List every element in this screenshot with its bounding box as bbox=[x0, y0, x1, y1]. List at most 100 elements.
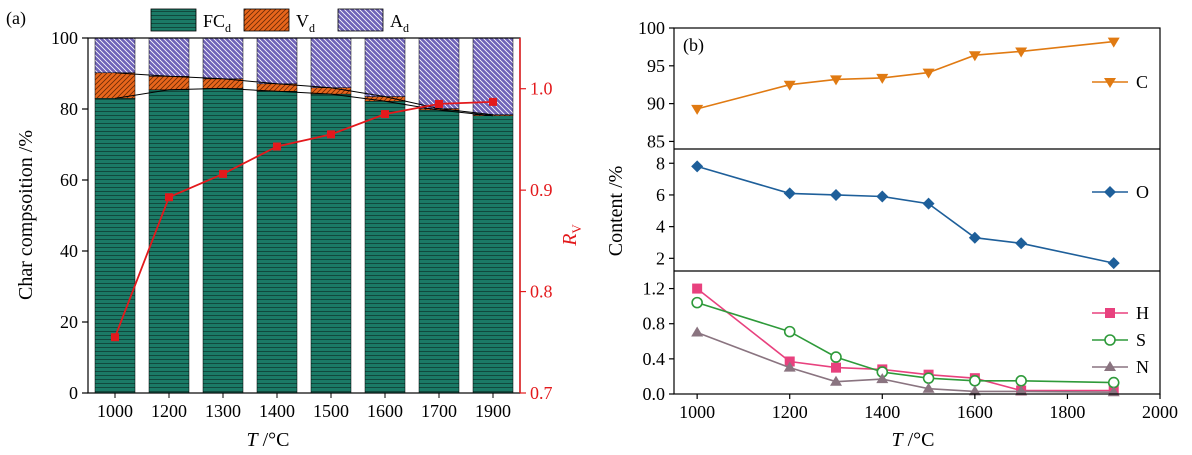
x-tick-label-b: 1800 bbox=[1049, 402, 1085, 422]
legend-swatch-vol bbox=[243, 8, 290, 32]
x-tick-label-b: 1200 bbox=[772, 402, 808, 422]
x-axis-label-b: T /°C bbox=[891, 429, 934, 451]
point-S bbox=[830, 351, 842, 363]
y-tick-label-b: 100 bbox=[638, 18, 665, 38]
series-line-N bbox=[696, 331, 1114, 393]
y-tick-label-a: 40 bbox=[60, 241, 78, 261]
bar-segment-vol bbox=[148, 76, 190, 91]
y-tick-label-b: 0.4 bbox=[643, 349, 666, 369]
y-axes-b: 85 90 95 100 2 4 6 8 0.0 0.4 0.8 1.2 bbox=[638, 18, 674, 404]
x-tick-label-b: 1600 bbox=[957, 402, 993, 422]
x-tick-label-a: 1000 bbox=[97, 401, 133, 421]
y-tick-label-b: 85 bbox=[647, 131, 665, 151]
point-S bbox=[969, 375, 981, 387]
rv-point bbox=[327, 130, 335, 139]
point-O bbox=[1107, 257, 1120, 270]
bar-segment-fc bbox=[94, 98, 136, 394]
bar-segment-vol bbox=[94, 72, 136, 99]
y-tick-label-b: 6 bbox=[656, 185, 665, 205]
point-C bbox=[830, 75, 842, 86]
stacked-bars bbox=[94, 37, 514, 394]
x-tick-label-a: 1900 bbox=[475, 401, 511, 421]
y-tick-label-a: 0 bbox=[69, 383, 78, 403]
point-C bbox=[876, 73, 889, 84]
point-C bbox=[1015, 47, 1028, 58]
point-N bbox=[968, 385, 981, 396]
element-series bbox=[691, 37, 1120, 397]
point-C bbox=[968, 51, 981, 62]
rv-line bbox=[114, 101, 494, 338]
y-tick-label-b: 4 bbox=[656, 217, 665, 237]
bar-segment-ash bbox=[364, 37, 406, 97]
legend-label-H: H bbox=[1136, 303, 1149, 323]
legend-label-N: N bbox=[1136, 357, 1149, 377]
legend-label-fc: FCd bbox=[203, 11, 231, 35]
point-N bbox=[691, 326, 704, 337]
point-C bbox=[922, 68, 935, 79]
bar-segment-fc bbox=[256, 91, 298, 394]
legend-b: C O HSN bbox=[1092, 72, 1149, 377]
legend-label-O: O bbox=[1136, 182, 1149, 202]
point-S bbox=[783, 325, 796, 338]
point-N bbox=[783, 361, 796, 372]
legend-marker-S bbox=[1104, 334, 1116, 346]
legend-label-vol: Vd bbox=[296, 11, 315, 35]
x-tick-label-a: 1300 bbox=[205, 401, 241, 421]
legend-marker-N bbox=[1104, 361, 1116, 371]
legend-swatch-fc bbox=[150, 8, 197, 32]
bar-segment-fc bbox=[418, 109, 460, 394]
bar-segment-ash bbox=[202, 37, 244, 80]
y-axis-label-b: Content /% bbox=[605, 166, 627, 257]
fc-boundary-line bbox=[114, 87, 494, 117]
bar-segment-fc bbox=[472, 115, 514, 394]
x-tick-label-a: 1200 bbox=[151, 401, 187, 421]
point-S bbox=[1107, 376, 1120, 389]
point-O bbox=[691, 160, 704, 173]
y-tick-label-b: 0.0 bbox=[643, 384, 666, 404]
bar-segment-fc bbox=[202, 88, 244, 394]
left-axis: 0 20 40 60 80 100 bbox=[51, 28, 88, 403]
y-tick-label-b: 95 bbox=[647, 56, 665, 76]
legend-label-S: S bbox=[1136, 330, 1146, 350]
rv-series bbox=[111, 97, 497, 342]
point-C bbox=[1107, 37, 1120, 48]
legend-swatch-ash bbox=[337, 8, 384, 32]
legend-label-ash: Ad bbox=[390, 11, 409, 35]
bar-segment-fc bbox=[310, 93, 352, 394]
point-N bbox=[876, 373, 889, 384]
point-N bbox=[922, 382, 935, 393]
right-tick-label: 0.8 bbox=[530, 282, 553, 302]
rv-point bbox=[165, 193, 173, 202]
panel-b-label: (b) bbox=[683, 35, 704, 56]
x-tick-label-a: 1600 bbox=[367, 401, 403, 421]
legend-marker-C bbox=[1104, 78, 1116, 88]
y-tick-label-b: 1.2 bbox=[643, 279, 666, 299]
point-O bbox=[1015, 237, 1028, 250]
y-axis-label-a: Char compsoition /% bbox=[15, 130, 37, 300]
right-tick-label: 1.0 bbox=[530, 79, 553, 99]
x-tick-label-b: 1400 bbox=[864, 402, 900, 422]
point-O bbox=[876, 190, 889, 203]
point-O bbox=[968, 231, 981, 244]
series-line-S bbox=[696, 301, 1114, 384]
bar-segment-fc bbox=[364, 100, 406, 394]
point-H bbox=[692, 283, 703, 294]
legend-marker-O bbox=[1104, 186, 1116, 198]
y-tick-label-b: 0.8 bbox=[643, 314, 666, 334]
point-N bbox=[830, 375, 842, 386]
point-H bbox=[831, 362, 841, 373]
rv-point bbox=[489, 97, 497, 106]
rv-point bbox=[381, 110, 389, 119]
bar-segment-ash bbox=[418, 37, 460, 109]
y-tick-label-a: 80 bbox=[60, 99, 78, 119]
x-axis-a: 1000 1200 1300 1400 1500 1600 1700 1900 bbox=[97, 393, 511, 421]
point-S bbox=[691, 296, 703, 309]
bar-segment-ash bbox=[310, 37, 352, 88]
right-axis: 0.7 0.8 0.9 1.0 bbox=[520, 79, 553, 403]
point-C bbox=[783, 80, 796, 91]
point-S bbox=[1015, 375, 1027, 387]
y-tick-label-b: 2 bbox=[656, 248, 665, 268]
point-O bbox=[783, 187, 796, 200]
point-H bbox=[784, 356, 795, 367]
